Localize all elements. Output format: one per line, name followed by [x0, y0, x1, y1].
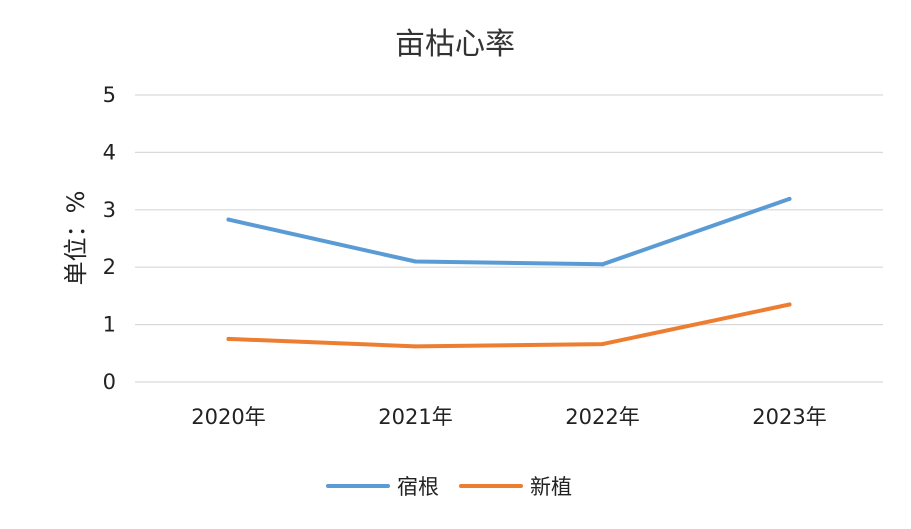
- y-axis-label: 单位：%: [62, 191, 90, 286]
- y-tick-label: 4: [103, 140, 116, 164]
- x-tick-label: 2020年: [191, 405, 265, 429]
- data-point: [787, 196, 792, 201]
- data-point: [600, 262, 605, 267]
- legend-label-1: 新植: [530, 475, 572, 499]
- gridlines: [135, 94, 883, 383]
- x-tick-label: 2022年: [565, 405, 639, 429]
- x-tick-label: 2023年: [752, 405, 826, 429]
- y-tick-label: 2: [103, 255, 116, 279]
- series-line-0: [226, 196, 792, 267]
- legend-label-0: 宿根: [397, 475, 439, 499]
- chart-title: 亩枯心率: [395, 27, 515, 62]
- y-tick-label: 0: [103, 370, 116, 394]
- data-point: [413, 259, 418, 264]
- legend: 宿根 新植: [326, 475, 572, 499]
- y-tick-label: 1: [103, 313, 116, 337]
- y-tick-label: 5: [103, 83, 116, 107]
- x-tick-labels: 2020年 2021年 2022年 2023年: [191, 405, 826, 429]
- x-tick-label: 2021年: [378, 405, 452, 429]
- series-line-1: [226, 302, 792, 349]
- data-point: [226, 336, 231, 341]
- y-tick-labels: 0 1 2 3 4 5: [103, 83, 116, 394]
- data-point: [413, 344, 418, 349]
- series: [226, 196, 792, 349]
- data-point: [787, 302, 792, 307]
- y-tick-label: 3: [103, 198, 116, 222]
- data-point: [600, 342, 605, 347]
- data-point: [226, 217, 231, 222]
